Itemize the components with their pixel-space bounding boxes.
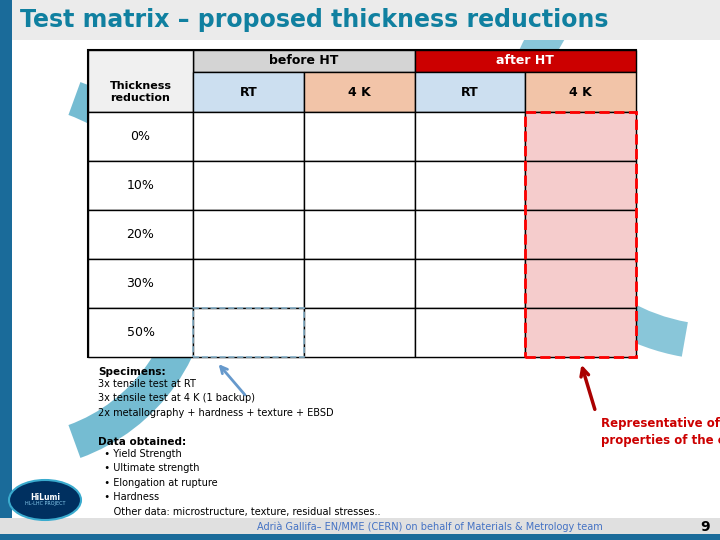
Bar: [88, 259, 193, 308]
Bar: [526, 161, 636, 210]
Text: 0%: 0%: [130, 130, 150, 143]
Bar: [415, 50, 636, 72]
Bar: [415, 210, 526, 259]
Text: Test matrix – proposed thickness reductions: Test matrix – proposed thickness reducti…: [20, 8, 608, 32]
Bar: [304, 259, 415, 308]
Text: 4 K: 4 K: [348, 85, 371, 98]
Bar: [415, 161, 526, 210]
Text: 9: 9: [700, 520, 710, 534]
Bar: [193, 210, 304, 259]
Bar: [0, 0, 12, 540]
Bar: [0, 518, 720, 540]
Bar: [88, 112, 193, 161]
Wedge shape: [500, 0, 688, 356]
Text: Adrià Gallifa– EN/MME (CERN) on behalf of Materials & Metrology team: Adrià Gallifa– EN/MME (CERN) on behalf o…: [257, 522, 603, 532]
Text: • Yield Strength
  • Ultimate strength
  • Elongation at rupture
  • Hardness
  : • Yield Strength • Ultimate strength • E…: [98, 449, 380, 517]
Bar: [193, 259, 304, 308]
Text: Thickness
reduction: Thickness reduction: [109, 81, 171, 103]
Text: 3x tensile test at RT
3x tensile test at 4 K (1 backup)
2x metallography + hardn: 3x tensile test at RT 3x tensile test at…: [98, 379, 333, 418]
Text: HiLumi: HiLumi: [30, 492, 60, 502]
Bar: [88, 308, 193, 357]
Text: 4 K: 4 K: [570, 85, 592, 98]
Bar: [415, 112, 526, 161]
Bar: [415, 72, 526, 112]
Ellipse shape: [9, 480, 81, 520]
Bar: [415, 259, 526, 308]
Bar: [193, 112, 304, 161]
Bar: [526, 308, 636, 357]
Text: 50%: 50%: [127, 326, 155, 339]
Text: HL-LHC PROJECT: HL-LHC PROJECT: [24, 501, 66, 505]
Bar: [193, 161, 304, 210]
Text: Data obtained:: Data obtained:: [98, 437, 186, 447]
Text: 20%: 20%: [127, 228, 154, 241]
Bar: [526, 112, 636, 161]
Text: Specimens:: Specimens:: [98, 367, 166, 377]
Bar: [0, 534, 720, 540]
Bar: [304, 210, 415, 259]
Bar: [88, 50, 636, 357]
Text: Representative of the final
properties of the cavity!: Representative of the final properties o…: [600, 417, 720, 447]
Bar: [526, 72, 636, 112]
Text: 30%: 30%: [127, 277, 154, 290]
Text: after HT: after HT: [496, 55, 554, 68]
Bar: [12, 0, 720, 40]
Bar: [193, 72, 304, 112]
Bar: [88, 210, 193, 259]
Bar: [193, 308, 304, 357]
Bar: [526, 259, 636, 308]
Bar: [193, 308, 304, 357]
Bar: [304, 112, 415, 161]
Bar: [415, 308, 526, 357]
Wedge shape: [68, 82, 212, 458]
Bar: [304, 308, 415, 357]
Text: RT: RT: [461, 85, 479, 98]
Bar: [526, 210, 636, 259]
Bar: [304, 161, 415, 210]
Text: RT: RT: [240, 85, 257, 98]
Bar: [526, 112, 636, 357]
Bar: [304, 72, 415, 112]
Bar: [88, 50, 193, 112]
Text: 10%: 10%: [127, 179, 154, 192]
Bar: [88, 161, 193, 210]
Bar: [193, 50, 415, 72]
Text: before HT: before HT: [269, 55, 338, 68]
